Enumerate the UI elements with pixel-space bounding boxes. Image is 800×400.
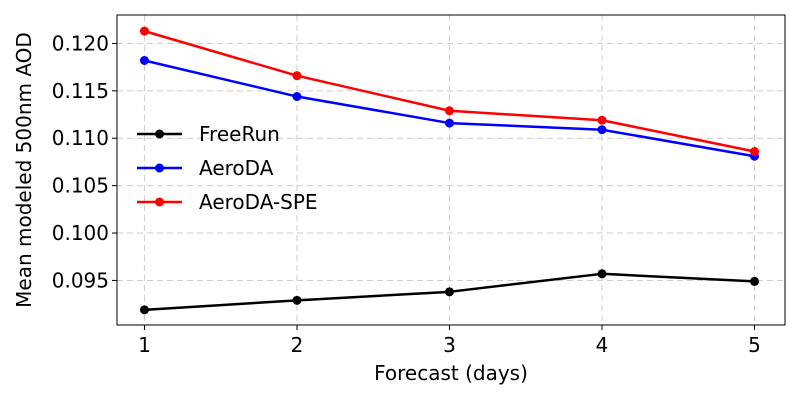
- legend-swatch-marker: [155, 129, 164, 139]
- y-tick-label: 0.105: [52, 174, 109, 198]
- data-point: [597, 125, 607, 135]
- y-tick-label: 0.110: [52, 126, 109, 150]
- data-point: [292, 71, 302, 81]
- y-tick-label: 0.115: [52, 79, 109, 103]
- data-point: [139, 305, 149, 315]
- data-point: [292, 92, 302, 102]
- x-tick-label: 3: [443, 333, 456, 357]
- y-axis-title: Mean modeled 500nm AOD: [12, 32, 36, 308]
- data-point: [444, 287, 454, 297]
- y-tick-label: 0.095: [52, 268, 109, 292]
- legend: FreeRun AeroDA AeroDA-SPE: [137, 122, 318, 214]
- data-point: [597, 115, 607, 125]
- axis-ticks: 1 2 3 4 5 0.095 0.100 0.105 0.110 0.115 0.120: [52, 31, 761, 357]
- grid: [117, 15, 785, 325]
- data-point: [749, 276, 759, 286]
- data-point: [749, 147, 759, 157]
- legend-swatch-marker: [155, 163, 164, 173]
- series-group: [139, 26, 759, 315]
- y-tick-label: 0.120: [52, 31, 109, 55]
- y-tick-label: 0.100: [52, 221, 109, 245]
- x-tick-label: 1: [138, 333, 151, 357]
- data-point: [444, 106, 454, 116]
- legend-label: AeroDA: [199, 156, 274, 180]
- x-tick-label: 4: [596, 333, 609, 357]
- legend-swatch-marker: [155, 197, 164, 207]
- legend-label: AeroDA-SPE: [199, 190, 318, 214]
- data-point: [597, 269, 607, 279]
- data-point: [139, 56, 149, 66]
- x-tick-label: 5: [748, 333, 761, 357]
- x-axis-title: Forecast (days): [374, 361, 528, 385]
- x-tick-label: 2: [291, 333, 304, 357]
- data-point: [139, 26, 149, 36]
- plot-area-frame: [116, 14, 786, 326]
- legend-label: FreeRun: [199, 122, 280, 146]
- data-point: [444, 118, 454, 128]
- data-point: [292, 295, 302, 305]
